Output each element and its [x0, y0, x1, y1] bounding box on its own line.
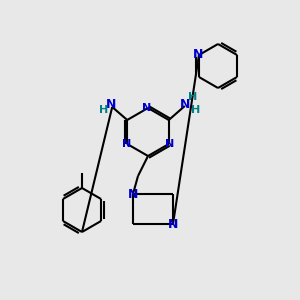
Text: H: H: [188, 92, 197, 102]
Text: H: H: [99, 105, 108, 115]
Text: H: H: [191, 105, 200, 115]
Text: N: N: [128, 188, 138, 200]
Text: N: N: [180, 98, 190, 110]
Text: N: N: [165, 139, 174, 149]
Text: N: N: [122, 139, 131, 149]
Text: N: N: [106, 98, 116, 112]
Text: N: N: [142, 103, 152, 113]
Text: N: N: [168, 218, 178, 230]
Text: N: N: [193, 47, 203, 61]
